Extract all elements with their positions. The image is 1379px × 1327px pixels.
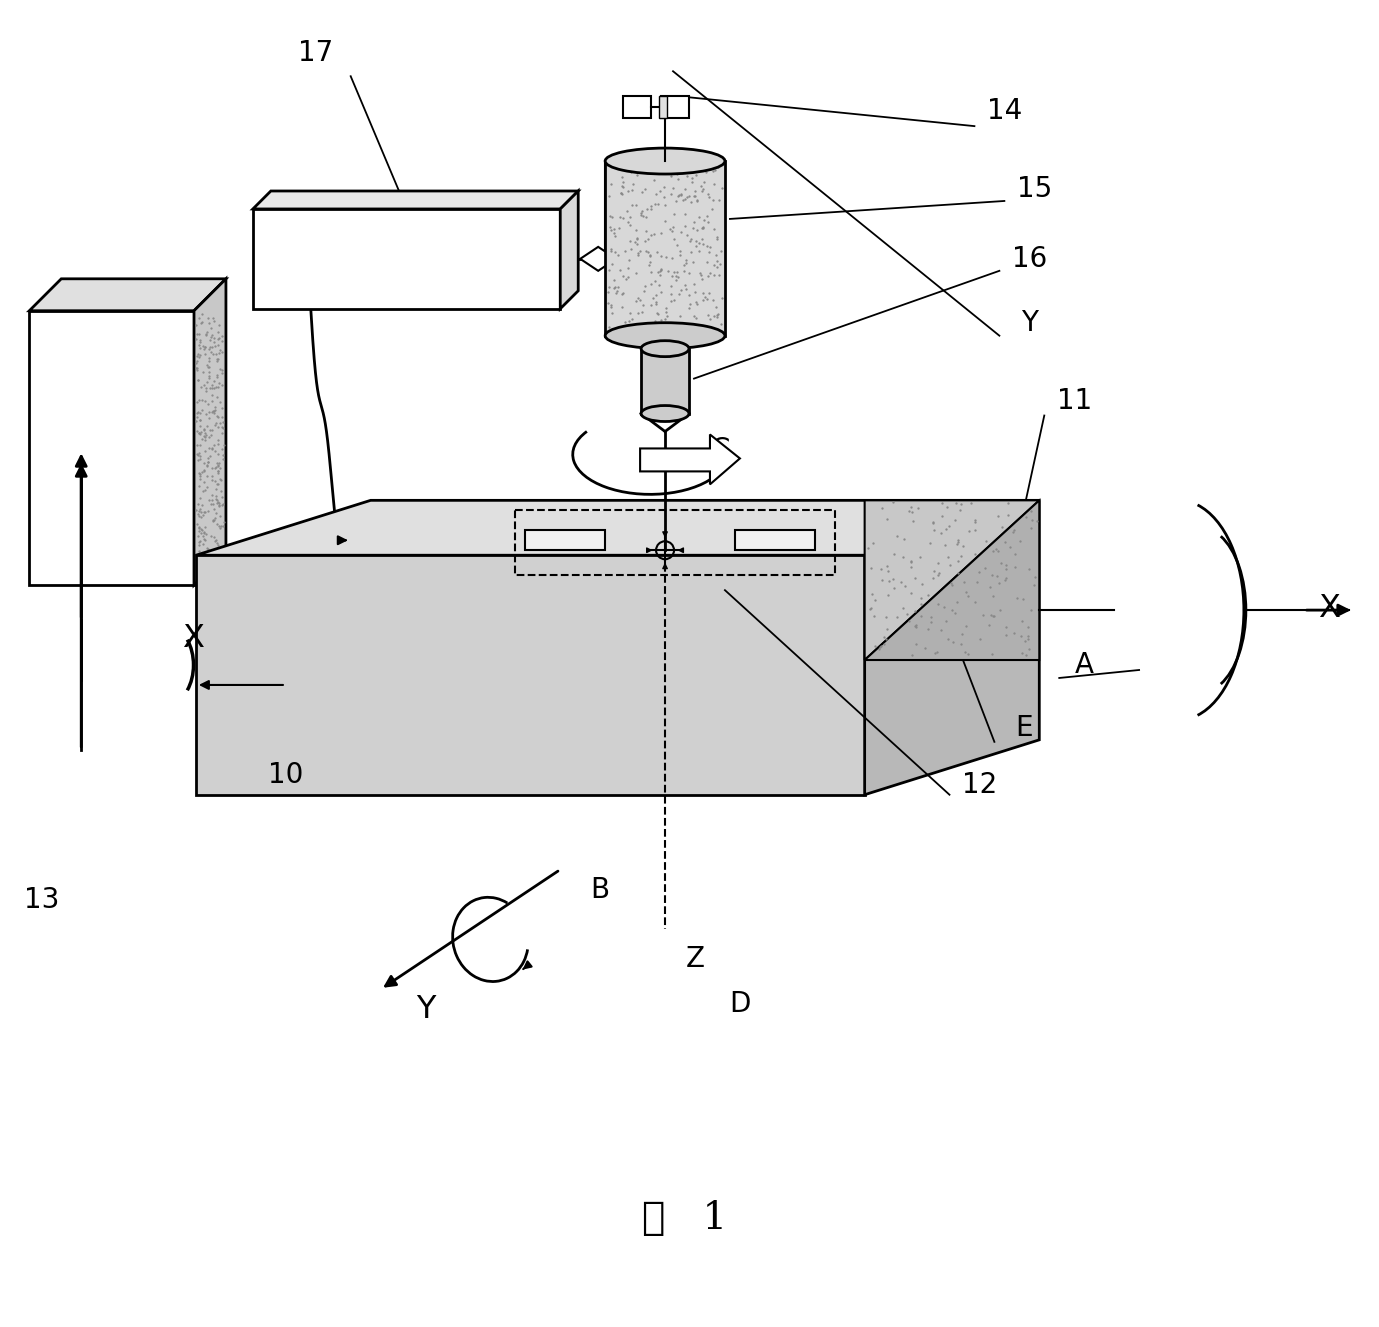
- Text: 12: 12: [961, 771, 997, 799]
- Bar: [659, 96, 667, 118]
- Bar: [661, 96, 690, 118]
- Polygon shape: [196, 500, 1040, 555]
- Text: B: B: [590, 876, 610, 904]
- Polygon shape: [581, 247, 616, 271]
- Text: E: E: [1015, 714, 1033, 742]
- Polygon shape: [865, 500, 1040, 660]
- Bar: [641, 349, 690, 414]
- Polygon shape: [252, 208, 560, 309]
- Polygon shape: [29, 311, 194, 585]
- Polygon shape: [640, 434, 741, 484]
- Text: 14: 14: [987, 97, 1022, 125]
- Text: 16: 16: [1012, 245, 1047, 273]
- Text: C: C: [710, 437, 729, 464]
- Text: X: X: [182, 622, 204, 654]
- Text: A: A: [1074, 652, 1094, 679]
- Text: D: D: [729, 990, 750, 1018]
- Text: Y: Y: [416, 994, 436, 1024]
- Bar: [623, 96, 651, 118]
- Ellipse shape: [641, 341, 690, 357]
- Ellipse shape: [605, 149, 725, 174]
- Polygon shape: [196, 555, 865, 795]
- Ellipse shape: [605, 322, 725, 349]
- Text: 图   1: 图 1: [643, 1201, 728, 1237]
- Text: 10: 10: [268, 760, 303, 788]
- Bar: [605, 161, 725, 336]
- Text: 11: 11: [1056, 386, 1092, 414]
- Polygon shape: [865, 500, 1040, 795]
- Text: Y: Y: [1020, 309, 1038, 337]
- Polygon shape: [252, 191, 578, 208]
- Text: 17: 17: [298, 40, 334, 68]
- Text: Z: Z: [685, 945, 705, 974]
- Polygon shape: [29, 279, 226, 311]
- Polygon shape: [865, 500, 1040, 660]
- Text: X: X: [1318, 593, 1339, 624]
- Bar: [735, 531, 815, 551]
- Text: 15: 15: [1016, 175, 1052, 203]
- Polygon shape: [194, 279, 226, 585]
- Text: 13: 13: [23, 885, 59, 913]
- Polygon shape: [560, 191, 578, 309]
- Ellipse shape: [641, 406, 690, 422]
- Bar: [525, 531, 605, 551]
